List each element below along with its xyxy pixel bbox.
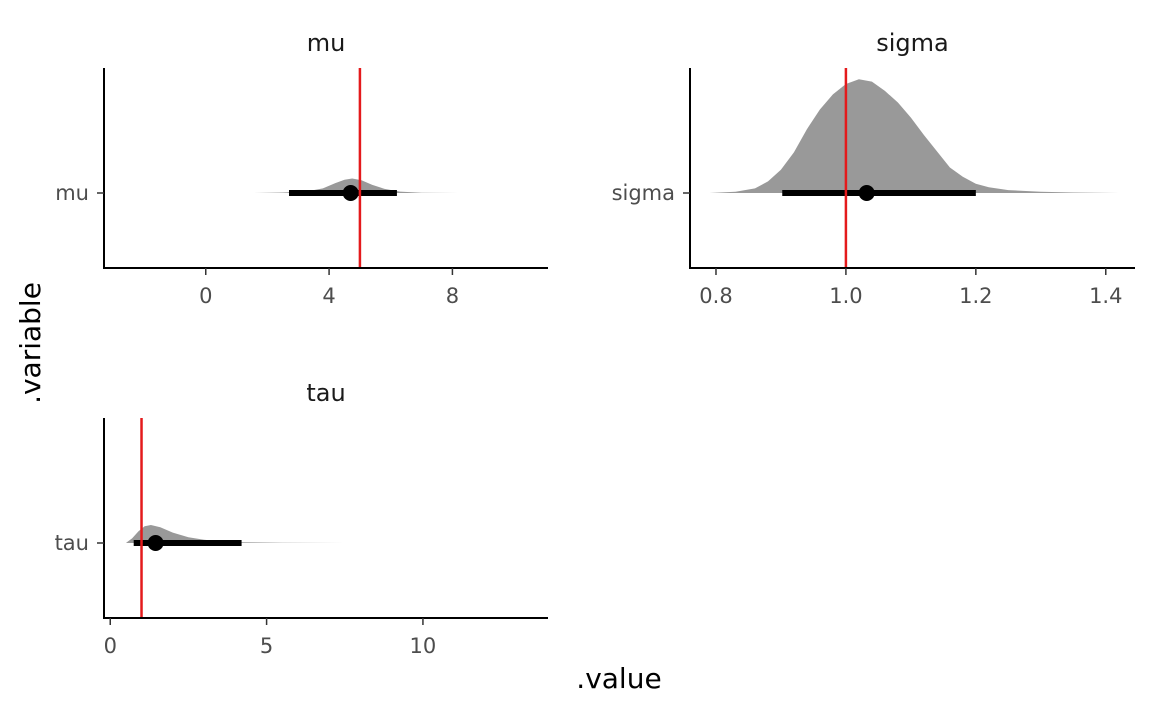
x-tick-label: 1.2	[959, 284, 992, 308]
x-tick-label: 10	[410, 634, 437, 658]
point-estimate	[858, 185, 875, 201]
x-tick-label: 0	[199, 284, 212, 308]
facet-sigma: sigma sigma 0.8 1.0 1.2 1.4	[612, 29, 1135, 308]
density-shape	[125, 525, 345, 543]
y-tick-label: mu	[55, 181, 89, 205]
y-axis-title: .variable	[14, 282, 47, 404]
point-estimate	[342, 185, 359, 201]
density-shape	[709, 79, 1119, 193]
x-tick-label: 1.4	[1089, 284, 1122, 308]
facet-tau: tau tau 0 5 10	[55, 379, 548, 658]
x-tick-label: 0.8	[699, 284, 732, 308]
y-tick-label: sigma	[612, 181, 675, 205]
x-tick-label: 0	[104, 634, 117, 658]
facets-layer: mu mu 0 4 8 sigma sigma 0.8 1.0 1.2 1.4 tau tau 0 5 10	[55, 29, 1135, 658]
x-axis-title: .value	[576, 662, 661, 695]
facet-title: mu	[307, 29, 346, 57]
point-estimate	[147, 535, 164, 551]
facet-mu: mu mu 0 4 8	[55, 29, 548, 308]
x-tick-label: 1.0	[829, 284, 862, 308]
x-tick-label: 8	[446, 284, 459, 308]
x-tick-label: 4	[322, 284, 335, 308]
x-tick-label: 5	[260, 634, 273, 658]
density-shape	[252, 178, 459, 193]
facet-title: sigma	[876, 29, 949, 57]
facet-title: tau	[306, 379, 345, 407]
y-tick-label: tau	[55, 531, 89, 555]
